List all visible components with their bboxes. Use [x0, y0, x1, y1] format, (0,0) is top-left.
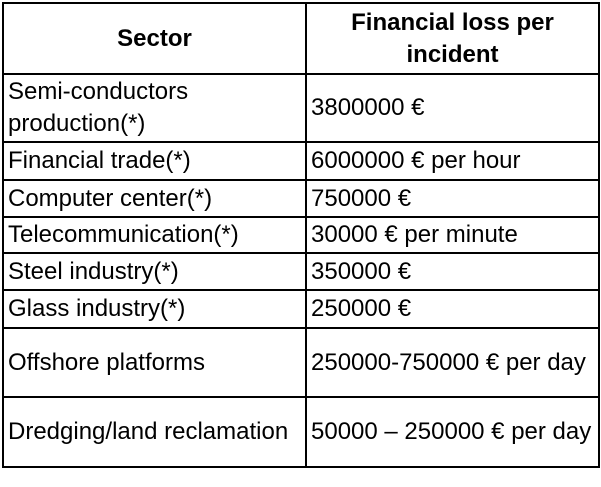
sector-cell: Steel industry(*): [2, 252, 307, 291]
table-row: Financial trade(*) 6000000 € per hour: [2, 141, 600, 181]
sector-cell: Computer center(*): [2, 179, 307, 218]
header-row: Sector Financial loss per incident: [2, 2, 600, 75]
sector-cell: Financial trade(*): [2, 141, 307, 181]
header-cell: Sector: [2, 2, 307, 75]
sector-cell: Semi-conductors production(*): [2, 73, 307, 143]
table-row: Semi-conductors production(*) 3800000 €: [2, 73, 600, 143]
table-row: Offshore platforms 250000-750000 € per da…: [2, 327, 600, 398]
table-header: Sector Financial loss per incident: [2, 2, 600, 75]
loss-cell: 750000 €: [305, 179, 600, 218]
sector-cell: Telecommunication(*): [2, 216, 307, 254]
loss-table: Sector Financial loss per incident Semi-…: [2, 2, 600, 468]
loss-cell: 30000 € per minute: [305, 216, 600, 254]
table-body: Semi-conductors production(*) 3800000 € Fi…: [2, 73, 600, 468]
header-cell: Financial loss per incident: [305, 2, 600, 75]
sector-cell: Dredging/land reclamation: [2, 396, 307, 468]
table-row: Dredging/land reclamation 50000 – 250000 …: [2, 396, 600, 468]
loss-cell: 3800000 €: [305, 73, 600, 143]
table-row: Glass industry(*) 250000 €: [2, 289, 600, 329]
loss-cell: 350000 €: [305, 252, 600, 291]
sector-cell: Glass industry(*): [2, 289, 307, 329]
table-row: Telecommunication(*) 30000 € per minute: [2, 216, 600, 254]
table-row: Steel industry(*) 350000 €: [2, 252, 600, 291]
loss-cell: 6000000 € per hour: [305, 141, 600, 181]
loss-cell: 50000 – 250000 € per day: [305, 396, 600, 468]
loss-cell: 250000-750000 € per day: [305, 327, 600, 398]
table-row: Computer center(*) 750000 €: [2, 179, 600, 218]
sector-cell: Offshore platforms: [2, 327, 307, 398]
loss-cell: 250000 €: [305, 289, 600, 329]
